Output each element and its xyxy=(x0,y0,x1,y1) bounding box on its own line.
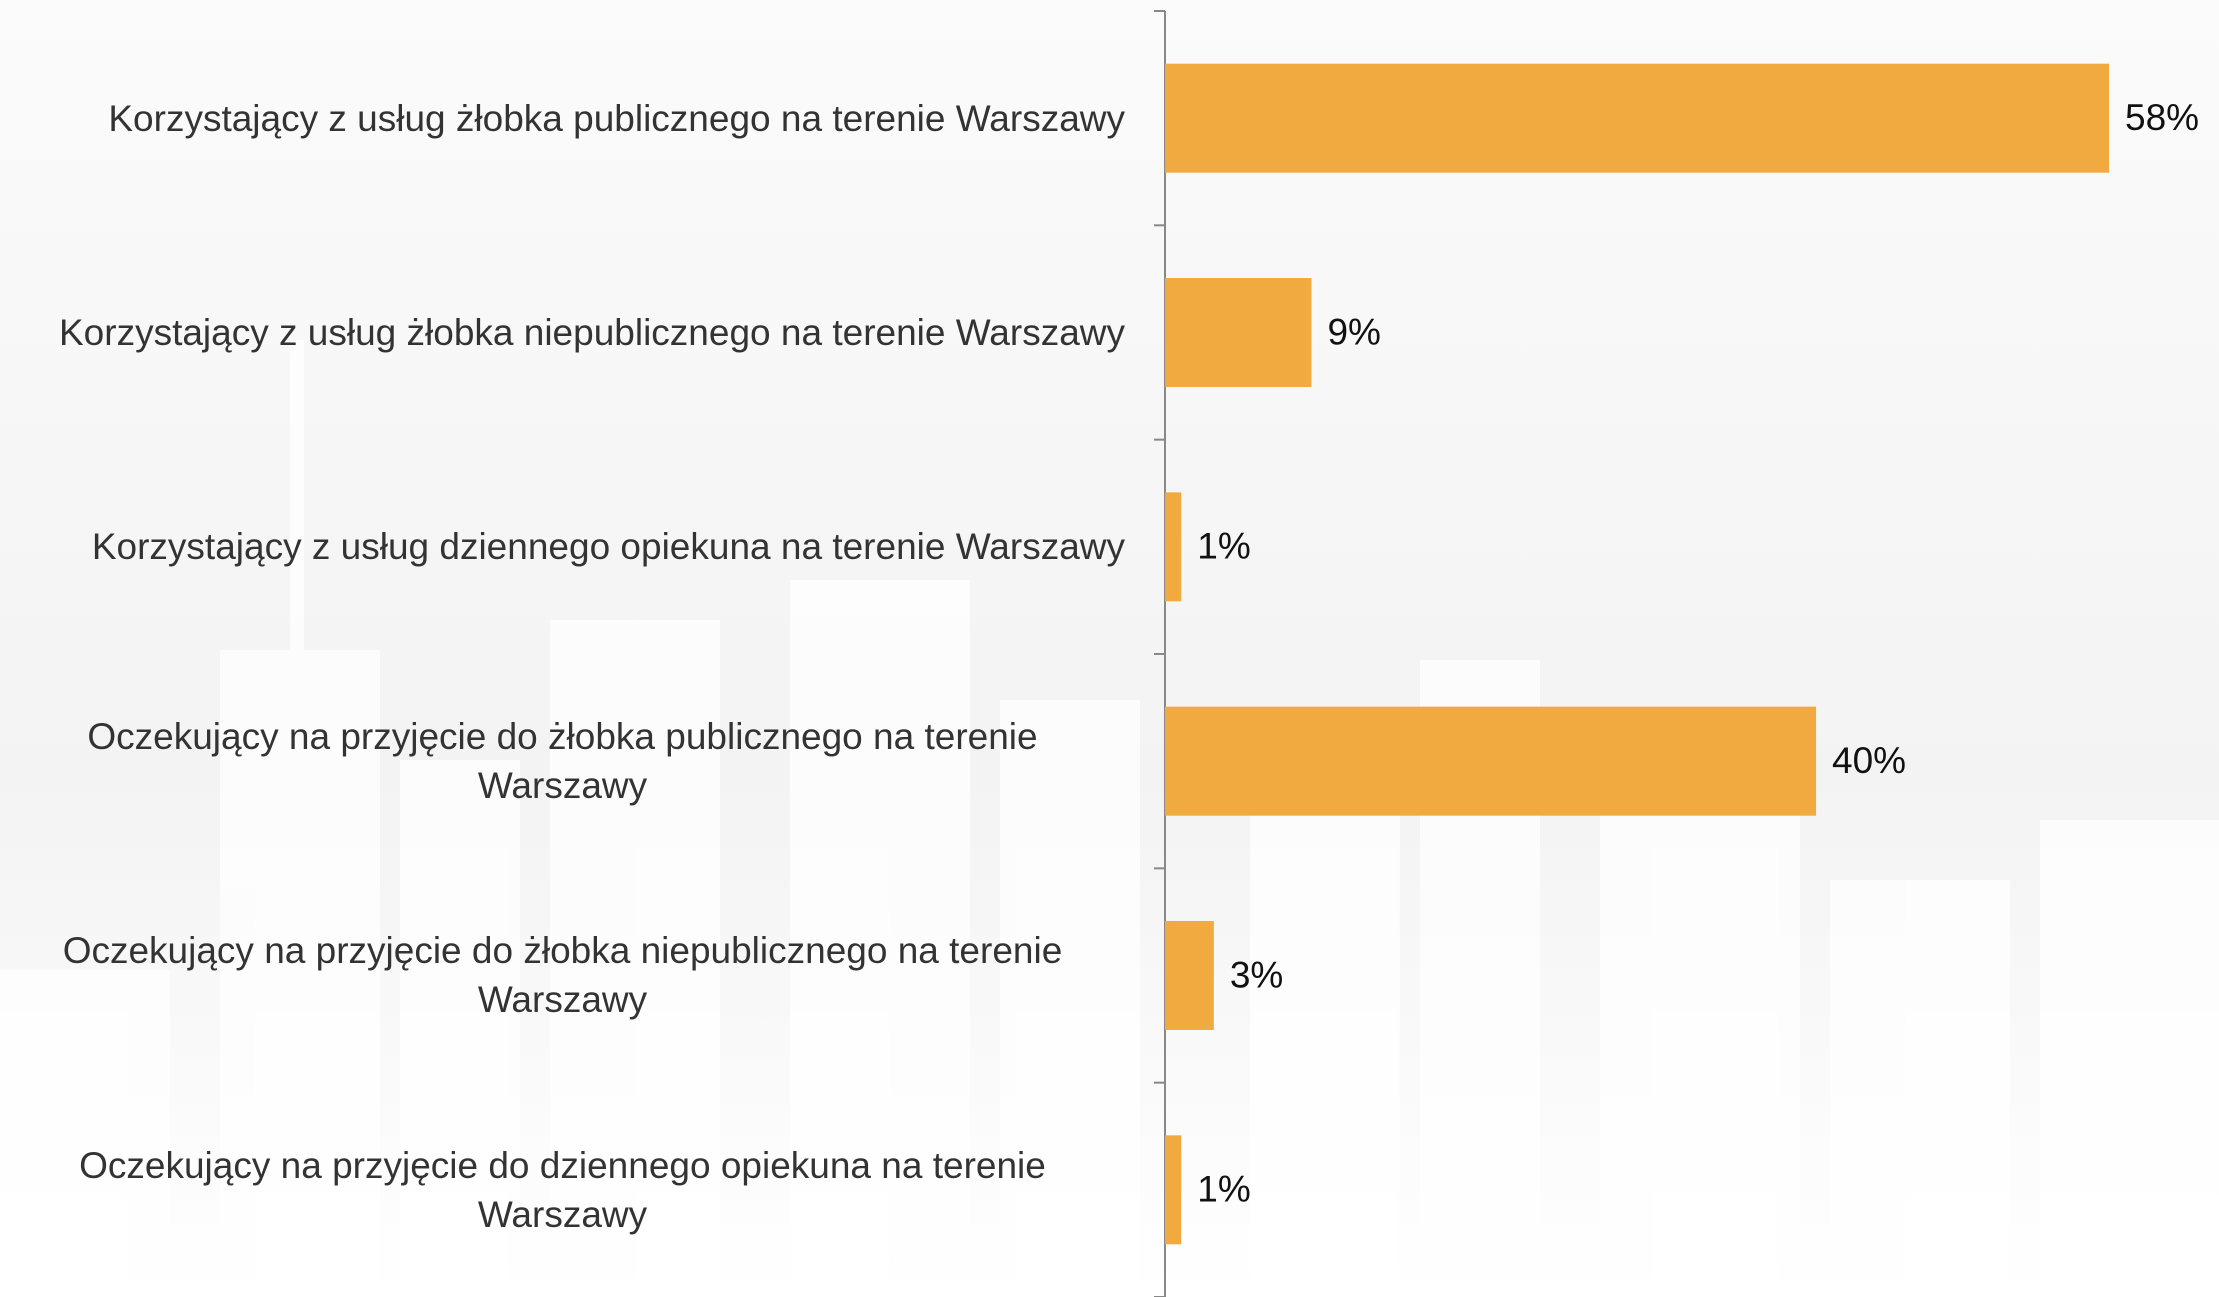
category-label-box: Korzystający z usług żłobka niepubliczne… xyxy=(0,225,1125,439)
bar xyxy=(1165,706,1817,816)
value-label: 40% xyxy=(1832,740,1906,781)
bar xyxy=(1165,63,2109,173)
bar xyxy=(1165,492,1182,602)
category-label: Korzystający z usług żłobka niepubliczne… xyxy=(59,311,1125,353)
category-label: Oczekujący na przyjęcie do żłobka public… xyxy=(87,716,1038,807)
bar xyxy=(1165,278,1312,387)
bar xyxy=(1165,921,1214,1030)
category-label: Oczekujący na przyjęcie do żłobka niepub… xyxy=(62,930,1063,1021)
category-label: Korzystający z usług dziennego opiekuna … xyxy=(91,526,1125,568)
category-label-box: Korzystający z usług żłobka publicznego … xyxy=(0,11,1125,225)
category-label-box: Korzystający z usług dziennego opiekuna … xyxy=(0,440,1125,654)
category-label-box: Oczekujący na przyjęcie do dziennego opi… xyxy=(0,1083,1125,1297)
value-label: 9% xyxy=(1327,311,1380,352)
value-label: 58% xyxy=(2125,97,2199,138)
value-label: 3% xyxy=(1230,954,1283,995)
value-label: 1% xyxy=(1197,526,1250,567)
category-label: Oczekujący na przyjęcie do dziennego opi… xyxy=(79,1144,1046,1235)
category-label-box: Oczekujący na przyjęcie do żłobka public… xyxy=(0,654,1125,868)
category-label: Korzystający z usług żłobka publicznego … xyxy=(108,97,1125,139)
value-label: 1% xyxy=(1197,1169,1250,1210)
bar xyxy=(1165,1135,1182,1245)
category-label-box: Oczekujący na przyjęcie do żłobka niepub… xyxy=(0,868,1125,1082)
